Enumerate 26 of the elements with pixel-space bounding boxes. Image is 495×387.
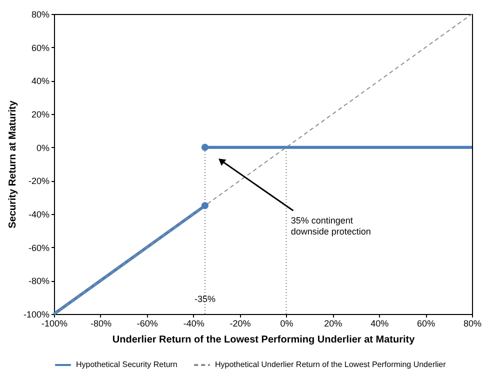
x-tick-label: -40% (183, 318, 204, 328)
y-tick-label: -80% (28, 276, 50, 286)
y-axis-title: Security Return at Maturity (7, 100, 18, 228)
x-tick-label: -20% (230, 318, 251, 328)
x-tick-label: -80% (90, 318, 112, 328)
annotation: -35% (194, 294, 216, 304)
x-tick-label: -60% (136, 318, 158, 328)
x-tick-label: 0% (280, 318, 294, 328)
y-tick-label: 40% (31, 76, 50, 86)
x-tick-label: 80% (463, 318, 482, 328)
y-tick-label: -100% (23, 310, 50, 320)
x-tick-label: 60% (417, 318, 436, 328)
y-tick-label: 0% (36, 142, 50, 153)
y-tick-label: -60% (28, 242, 50, 253)
legend-label: Hypothetical Security Return (76, 360, 178, 369)
y-tick-label: 20% (31, 110, 50, 120)
y-tick-label: 80% (31, 10, 50, 20)
y-tick-label: 60% (31, 42, 50, 53)
x-axis-title: Underlier Return of the Lowest Performing Underlier at Maturity (112, 334, 416, 346)
y-tick-label: -40% (28, 210, 50, 220)
annotation: 35% contingent downside protection (290, 216, 371, 237)
y-tick-label: -20% (28, 176, 50, 186)
x-tick-label: 40% (370, 318, 389, 328)
legend-label: Hypothetical Underlier Return of the Lowest Performing Underlier (215, 360, 446, 369)
x-tick-label: -100% (41, 318, 68, 328)
x-tick-label: 20% (324, 318, 342, 328)
